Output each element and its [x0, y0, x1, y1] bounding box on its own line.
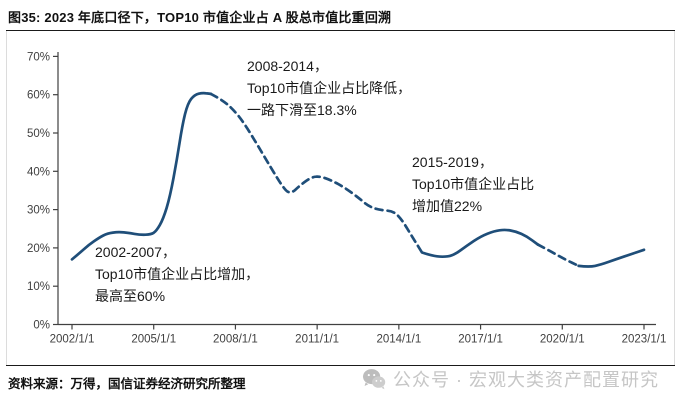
- series-group: [70, 91, 646, 268]
- y-tick-label: 50%: [27, 128, 50, 140]
- x-tick-group: 2002/1/1 2005/1/1 2008/1/1 2011/1/1 2014/1/1…: [50, 324, 667, 346]
- y-tick-label: 40%: [27, 166, 50, 178]
- y-tick-label: 0%: [33, 320, 50, 332]
- x-tick-label: 2023/1/1: [622, 334, 667, 346]
- figure-title: 图35: 2023 年底口径下，TOP10 市值企业占 A 股总市值比重回溯: [8, 10, 392, 25]
- y-tick-group: 0% 10% 20% 30% 40% 50% 60% 70%: [27, 51, 58, 332]
- y-tick-label: 70%: [27, 51, 50, 63]
- x-tick-label: 2005/1/1: [131, 334, 176, 346]
- x-tick-label: 2017/1/1: [458, 334, 503, 346]
- y-tick-label: 60%: [27, 90, 50, 102]
- axes: [57, 52, 656, 326]
- x-tick-label: 2011/1/1: [295, 334, 339, 346]
- left-border-line: [6, 31, 7, 365]
- watermark: 公众号 · 宏观大类资产配置研究: [362, 366, 659, 392]
- annotation-2002-2007: 2002-2007， Top10市值企业占比增加， 最高至60%: [95, 244, 260, 304]
- source-note: 资料来源：万得，国信证券经济研究所整理: [8, 377, 246, 391]
- series-segment-solid: [70, 91, 213, 261]
- y-tick-label: 10%: [27, 281, 50, 293]
- right-border-line: [674, 31, 675, 365]
- y-tick-label: 20%: [27, 243, 50, 255]
- y-tick-label: 30%: [27, 205, 50, 217]
- series-segment-dashed: [536, 243, 580, 268]
- x-tick-label: 2014/1/1: [376, 334, 421, 346]
- annotation-2008-2014: 2008-2014， Top10市值企业占比降低， 一路下滑至18.3%: [247, 58, 412, 118]
- watermark-text: 公众号 · 宏观大类资产配置研究: [393, 370, 659, 390]
- x-tick-label: 2002/1/1: [50, 334, 95, 346]
- footer-divider: [6, 365, 675, 366]
- annotation-2015-2019: 2015-2019， Top10市值企业占比 增加值22%: [412, 154, 535, 214]
- series-segment-dashed: [209, 92, 424, 254]
- title-divider: [6, 30, 675, 31]
- series-segment-solid: [420, 228, 540, 259]
- x-tick-label: 2020/1/1: [540, 334, 585, 346]
- series-segment-solid: [577, 248, 646, 268]
- x-tick-label: 2008/1/1: [213, 334, 258, 346]
- wechat-icon: [363, 369, 386, 390]
